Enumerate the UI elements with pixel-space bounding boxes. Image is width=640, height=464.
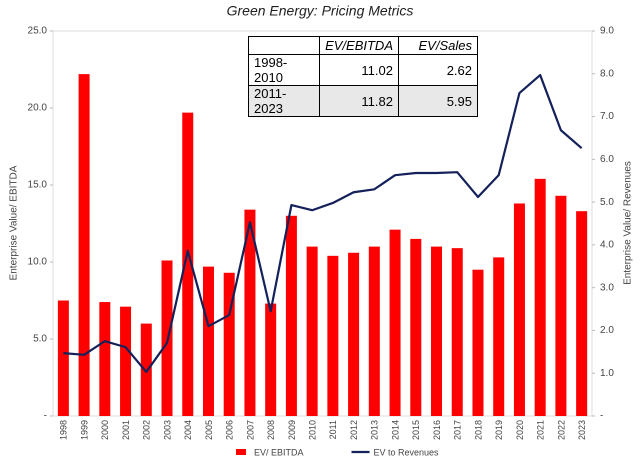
table-cell: 11.02 <box>319 54 399 86</box>
table-row: 2011-2023 11.82 5.95 <box>248 85 478 117</box>
y2-tick-label: 3.0 <box>600 282 614 293</box>
line <box>63 73 583 374</box>
x-tick-label: 2018 <box>473 420 483 440</box>
x-tick-label: 2008 <box>266 420 276 440</box>
y-tick-label: 15.0 <box>28 180 48 191</box>
bar <box>513 203 525 416</box>
x-tick-label: 2015 <box>411 420 421 440</box>
x-tick-label: 2000 <box>100 420 110 440</box>
bar <box>202 266 214 416</box>
x-tick-label: 2010 <box>308 420 318 440</box>
bar <box>223 272 235 416</box>
x-tick-label: 2022 <box>556 420 566 440</box>
x-tick-label: 2003 <box>162 420 172 440</box>
y2-tick-label: 4.0 <box>600 240 614 251</box>
x-tick-label: 2001 <box>121 420 131 440</box>
bar <box>99 302 111 416</box>
bar <box>368 246 380 416</box>
bar <box>451 248 463 416</box>
x-tick-label: 2005 <box>204 420 214 440</box>
y2-tick-label: 2.0 <box>600 325 614 336</box>
column-header: EV/EBITDA <box>319 36 399 55</box>
x-tick-label: 2012 <box>349 420 359 440</box>
legend-label: EV/ EBITDA <box>254 447 304 457</box>
table-cell: 5.95 <box>398 85 478 117</box>
table-header: EV/EBITDA EV/Sales <box>248 36 478 55</box>
bar <box>265 303 277 416</box>
bar <box>576 211 588 416</box>
column-header: EV/Sales <box>398 36 478 55</box>
x-tick-label: 2007 <box>245 420 255 440</box>
bar <box>57 300 69 416</box>
row-label: 2011-2023 <box>248 85 320 117</box>
x-tick-label: 2009 <box>287 420 297 440</box>
bar <box>431 246 443 416</box>
row-label: 1998-2010 <box>248 54 320 86</box>
y2-tick-label: 9.0 <box>600 26 614 37</box>
y-tick-label: 20.0 <box>28 103 48 114</box>
bar <box>472 269 484 416</box>
x-tick-label: 2014 <box>390 420 400 440</box>
summary-table: EV/EBITDA EV/Sales 1998-2010 11.02 2.62 201… <box>248 36 478 117</box>
bar <box>244 209 256 416</box>
table-cell: 11.82 <box>319 85 399 117</box>
y2-tick-label: 6.0 <box>600 154 614 165</box>
y2-tick-label: 7.0 <box>600 111 614 122</box>
y2-tick-label: - <box>600 411 603 422</box>
x-tick-label: 2004 <box>183 420 193 440</box>
bar <box>389 229 401 416</box>
bar <box>410 238 422 416</box>
bar <box>120 306 132 416</box>
bar <box>182 112 194 417</box>
y-tick-label: 5.0 <box>33 334 47 345</box>
table-row: 1998-2010 11.02 2.62 <box>248 54 478 86</box>
plot-frame <box>52 30 593 417</box>
x-tick-label: 2006 <box>225 420 235 440</box>
y2-tick-label: 8.0 <box>600 68 614 79</box>
bar <box>140 323 152 416</box>
bar <box>285 215 297 416</box>
bar <box>555 195 567 416</box>
legend-swatch <box>236 449 246 455</box>
x-tick-label: 1998 <box>59 420 69 440</box>
legend-label: EV to Revenues <box>374 447 440 457</box>
x-tick-label: 2011 <box>328 420 338 439</box>
y-tick-label: - <box>44 411 47 422</box>
x-tick-label: 2017 <box>453 420 463 440</box>
x-tick-label: 2021 <box>536 420 546 440</box>
bar <box>493 257 505 416</box>
y2-tick-label: 5.0 <box>600 197 614 208</box>
y2-tick-label: 1.0 <box>600 368 614 379</box>
x-tick-label: 2002 <box>142 420 152 440</box>
y-tick-label: 25.0 <box>28 26 48 37</box>
y-axis-label: Enterprise Value/ EBITDA <box>9 165 20 280</box>
y-tick-label: 10.0 <box>28 257 48 268</box>
table-cell: 2.62 <box>398 54 478 86</box>
x-tick-label: 2023 <box>577 420 587 440</box>
x-tick-label: 2013 <box>370 420 380 440</box>
x-tick-label: 2019 <box>494 420 504 440</box>
x-tick-label: 2016 <box>432 420 442 440</box>
corner-cell <box>248 36 320 55</box>
bar <box>78 74 90 417</box>
bar <box>306 246 318 416</box>
bar <box>534 178 546 416</box>
bar <box>348 252 360 416</box>
chart-title: Green Energy: Pricing Metrics <box>227 3 414 19</box>
x-tick-label: 1999 <box>79 420 89 440</box>
x-tick-label: 2020 <box>515 420 525 440</box>
y2-axis-label: Enterprise Value/ Revenues <box>623 161 634 285</box>
bar <box>327 255 339 416</box>
